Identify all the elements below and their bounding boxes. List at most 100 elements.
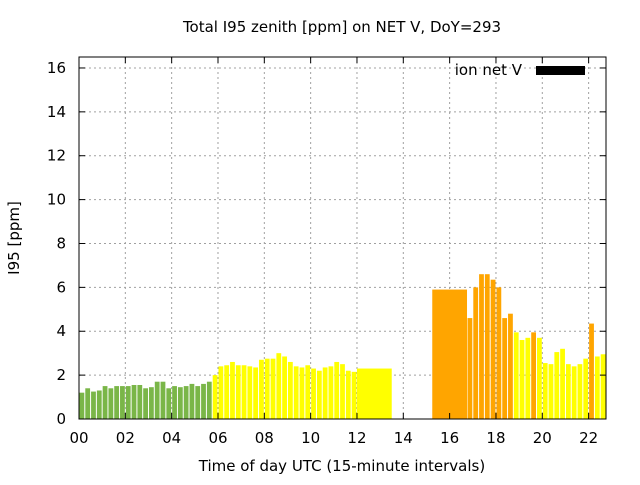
- bar: [525, 337, 531, 419]
- bar: [328, 366, 334, 419]
- bar: [160, 381, 166, 419]
- bar: [166, 388, 172, 419]
- bar: [154, 381, 160, 419]
- y-tick-label: 12: [47, 147, 66, 165]
- legend-label: ion net V: [455, 61, 523, 79]
- bar: [322, 367, 328, 419]
- bar: [479, 274, 484, 419]
- bar: [102, 386, 108, 419]
- bar: [600, 354, 606, 419]
- bar: [316, 370, 322, 419]
- axis-ticks: [78, 57, 606, 420]
- bar: [276, 353, 282, 419]
- bar: [502, 318, 508, 419]
- y-tick-label: 10: [47, 191, 66, 209]
- y-tick-label: 6: [56, 278, 66, 296]
- bar: [143, 388, 148, 419]
- bar: [224, 365, 230, 419]
- x-tick-label: 06: [208, 429, 227, 447]
- bar: [565, 364, 571, 419]
- legend-swatch: [536, 66, 585, 75]
- bar: [230, 361, 235, 419]
- bar: [172, 386, 177, 419]
- bar: [571, 366, 577, 419]
- bar: [577, 364, 583, 419]
- y-tick-label: 0: [56, 410, 66, 428]
- y-axis-label: I95 [ppm]: [5, 201, 23, 275]
- bar: [299, 367, 305, 419]
- x-tick-label: 00: [69, 429, 88, 447]
- bar: [114, 386, 120, 419]
- bar-series: [79, 274, 606, 419]
- x-tick-label: 02: [116, 429, 135, 447]
- grid-lines: [79, 57, 606, 419]
- bar: [177, 387, 183, 419]
- x-tick-label: 22: [579, 429, 598, 447]
- bar: [537, 337, 542, 419]
- bar: [108, 388, 114, 419]
- bar: [137, 384, 143, 419]
- bar: [253, 367, 259, 419]
- bar: [287, 361, 293, 419]
- bar: [85, 388, 91, 419]
- bar: [247, 366, 253, 419]
- y-tick-label: 16: [47, 59, 66, 77]
- bar: [542, 363, 548, 419]
- bar: [594, 356, 600, 419]
- bar: [484, 274, 490, 419]
- bar: [148, 387, 154, 419]
- bar: [96, 390, 102, 419]
- bar: [131, 384, 137, 419]
- bar: [206, 381, 212, 419]
- x-tick-label: 18: [486, 429, 505, 447]
- bar: [91, 391, 96, 419]
- legend: ion net V: [455, 61, 585, 79]
- bar: [293, 366, 299, 419]
- bar: [79, 392, 85, 419]
- bar: [432, 289, 468, 419]
- x-tick-label: 20: [533, 429, 552, 447]
- y-tick-label: 4: [56, 322, 66, 340]
- x-tick-label: 16: [440, 429, 459, 447]
- bar: [218, 366, 224, 419]
- y-tick-label: 2: [56, 366, 66, 384]
- bar: [334, 361, 340, 419]
- x-axis-label: Time of day UTC (15-minute intervals): [198, 457, 485, 475]
- bar: [201, 383, 206, 419]
- y-tick-label: 8: [56, 234, 66, 252]
- bar: [583, 358, 589, 419]
- bar: [189, 383, 195, 419]
- bar: [241, 365, 247, 419]
- bar: [183, 386, 189, 419]
- bar: [508, 313, 513, 419]
- y-tick-label: 14: [47, 103, 66, 121]
- bar: [282, 356, 287, 419]
- x-tick-label: 04: [162, 429, 181, 447]
- chart-title: Total I95 zenith [ppm] on NET V, DoY=293: [182, 18, 501, 36]
- x-tick-label: 14: [394, 429, 413, 447]
- bar: [195, 386, 201, 419]
- bar: [305, 365, 311, 419]
- bar: [560, 348, 565, 419]
- bar: [212, 375, 218, 419]
- x-tick-label: 10: [301, 429, 320, 447]
- bar: [270, 358, 276, 419]
- bar: [496, 287, 502, 419]
- plot-frame: [78, 56, 607, 420]
- bar: [311, 368, 316, 419]
- bar: [125, 386, 131, 419]
- bar: [490, 279, 496, 419]
- bar: [589, 323, 594, 419]
- bar: [513, 332, 519, 419]
- bar: [259, 359, 264, 419]
- bar: [548, 364, 554, 419]
- bar: [351, 371, 357, 419]
- bar: [340, 364, 345, 419]
- bar: [519, 340, 525, 419]
- x-tick-label: 08: [255, 429, 274, 447]
- x-tick-label: 12: [347, 429, 366, 447]
- bar: [473, 287, 479, 419]
